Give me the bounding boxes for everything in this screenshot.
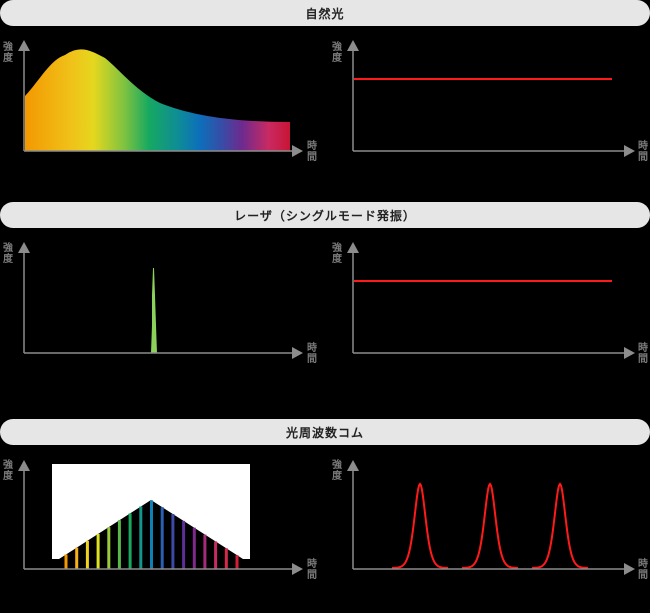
x-axis-label: 時間 xyxy=(638,343,648,365)
comb-time-chart xyxy=(347,460,635,575)
comb-lines xyxy=(64,500,239,569)
x-axis-label: 時間 xyxy=(638,559,648,581)
section-header-natural-light: 自然光 xyxy=(0,0,650,26)
comb-line xyxy=(235,555,239,569)
x-axis-arrow-icon xyxy=(624,347,635,359)
comb-line xyxy=(160,507,164,569)
y-axis-arrow-icon xyxy=(18,40,30,51)
comb-line xyxy=(224,548,228,569)
x-axis-label: 時間 xyxy=(307,559,317,581)
comb-line xyxy=(64,554,68,569)
comb-line xyxy=(203,534,207,569)
y-axis-label: 強度 xyxy=(332,42,342,64)
laser-line xyxy=(151,268,157,353)
comb-line xyxy=(139,506,143,569)
x-axis-label: 時間 xyxy=(638,141,648,163)
x-axis-arrow-icon xyxy=(292,347,303,359)
comb-line xyxy=(75,547,79,569)
y-axis-label: 強度 xyxy=(3,42,13,64)
y-axis-label: 強度 xyxy=(3,460,13,482)
y-axis-arrow-icon xyxy=(347,40,359,51)
spectrum-area xyxy=(25,49,290,151)
comb-line xyxy=(117,520,121,569)
y-axis-arrow-icon xyxy=(347,460,359,471)
x-axis-arrow-icon xyxy=(292,145,303,157)
y-axis-arrow-icon xyxy=(347,242,359,253)
x-axis-arrow-icon xyxy=(292,563,303,575)
natural-light-spectrum-chart xyxy=(18,40,303,157)
x-axis-label: 時間 xyxy=(307,343,317,365)
natural-light-time-chart xyxy=(347,40,635,157)
comb-line xyxy=(107,527,111,569)
comb-mask xyxy=(52,464,250,559)
y-axis-label: 強度 xyxy=(332,243,342,265)
comb-line xyxy=(171,514,175,569)
comb-line xyxy=(96,533,100,569)
x-axis-label: 時間 xyxy=(307,141,317,163)
comb-spectrum-chart xyxy=(18,460,303,575)
comb-line xyxy=(182,520,186,569)
y-axis-label: 強度 xyxy=(332,460,342,482)
section-title: 自然光 xyxy=(305,6,345,21)
pulse-train xyxy=(391,482,589,569)
y-axis-arrow-icon xyxy=(18,242,30,253)
x-axis-arrow-icon xyxy=(624,563,635,575)
section-header-frequency-comb: 光周波数コム xyxy=(0,419,650,445)
laser-time-chart xyxy=(347,242,635,359)
comb-line xyxy=(128,513,132,569)
y-axis-arrow-icon xyxy=(18,460,30,471)
comb-line xyxy=(85,540,89,569)
comb-line xyxy=(214,541,218,569)
section-title: 光周波数コム xyxy=(285,425,364,440)
x-axis-arrow-icon xyxy=(624,145,635,157)
comb-line xyxy=(192,527,196,569)
section-title: レーザ（シングルモード発振） xyxy=(234,208,416,223)
section-header-laser: レーザ（シングルモード発振） xyxy=(0,202,650,228)
y-axis-label: 強度 xyxy=(3,243,13,265)
comb-line xyxy=(150,500,153,569)
laser-spectrum-chart xyxy=(18,242,303,359)
